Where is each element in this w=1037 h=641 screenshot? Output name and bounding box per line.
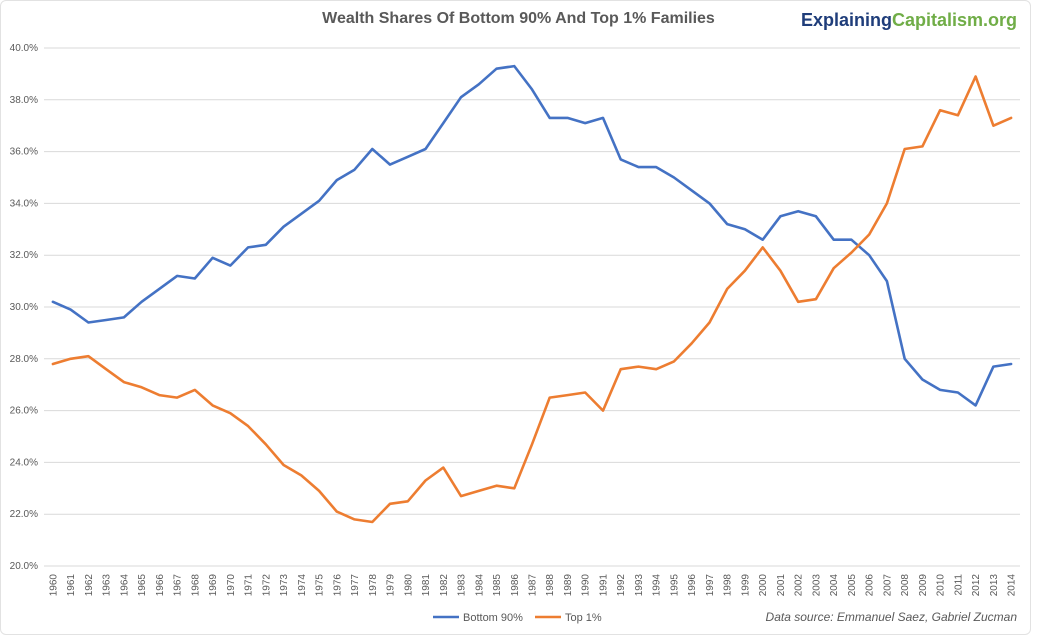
series-line-top-1 xyxy=(51,75,1013,524)
x-tick-label: 1977 xyxy=(350,574,361,597)
x-tick-label: 1999 xyxy=(740,574,751,597)
x-tick-label: 1980 xyxy=(403,574,414,597)
x-tick-label: 1984 xyxy=(474,574,485,597)
x-tick-label: 1986 xyxy=(510,574,521,597)
x-tick-label: 1976 xyxy=(332,574,343,597)
x-tick-label: 1990 xyxy=(581,574,592,597)
x-tick-label: 1988 xyxy=(545,574,556,597)
x-tick-label: 1973 xyxy=(279,574,290,597)
x-tick-label: 2008 xyxy=(900,574,911,597)
x-tick-label: 1985 xyxy=(492,574,503,597)
x-tick-label: 2014 xyxy=(1007,574,1018,597)
brand-logo[interactable]: ExplainingCapitalism.org xyxy=(801,10,1017,31)
x-tick-label: 1960 xyxy=(48,574,59,597)
x-tick-label: 1979 xyxy=(386,574,397,597)
x-tick-label: 2002 xyxy=(794,574,805,597)
x-tick-label: 1968 xyxy=(190,574,201,597)
x-tick-label: 1972 xyxy=(261,574,272,597)
y-tick-label: 36.0% xyxy=(10,147,38,158)
x-tick-label: 2001 xyxy=(776,574,787,597)
x-tick-label: 1965 xyxy=(137,574,148,597)
y-tick-label: 38.0% xyxy=(10,95,38,106)
x-tick-label: 1971 xyxy=(244,574,255,597)
gridlines xyxy=(44,47,1020,567)
legend-label: Top 1% xyxy=(565,612,602,624)
y-tick-label: 20.0% xyxy=(10,561,38,572)
legend-label: Bottom 90% xyxy=(463,612,523,624)
x-tick-label: 2006 xyxy=(865,574,876,597)
x-tick-label: 1991 xyxy=(598,574,609,597)
y-axis-ticks: 20.0% 22.0% 24.0% 26.0% 28.0% 30.0% 32.0% 34.0%… xyxy=(10,43,38,572)
x-tick-label: 1974 xyxy=(297,574,308,597)
y-tick-label: 32.0% xyxy=(10,250,38,261)
x-tick-label: 1993 xyxy=(634,574,645,597)
series-line-bottom-90 xyxy=(51,64,1013,407)
x-tick-label: 1967 xyxy=(173,574,184,597)
x-tick-label: 2012 xyxy=(971,574,982,597)
x-tick-label: 1997 xyxy=(705,574,716,597)
x-tick-label: 2013 xyxy=(989,574,1000,597)
x-tick-label: 1978 xyxy=(368,574,379,597)
x-tick-label: 1995 xyxy=(669,574,680,597)
x-tick-label: 2007 xyxy=(882,574,893,597)
x-tick-label: 1998 xyxy=(723,574,734,597)
y-tick-label: 40.0% xyxy=(10,43,38,54)
x-tick-label: 2010 xyxy=(936,574,947,597)
x-tick-label: 1989 xyxy=(563,574,574,597)
y-tick-label: 24.0% xyxy=(10,457,38,468)
data-source-note: Data source: Emmanuel Saez, Gabriel Zucm… xyxy=(765,610,1017,624)
x-tick-label: 2009 xyxy=(918,574,929,597)
y-tick-label: 28.0% xyxy=(10,354,38,365)
x-tick-label: 1963 xyxy=(102,574,113,597)
y-tick-label: 22.0% xyxy=(10,509,38,520)
x-tick-label: 1996 xyxy=(687,574,698,597)
x-tick-label: 2003 xyxy=(811,574,822,597)
x-tick-label: 1994 xyxy=(652,574,663,597)
x-tick-label: 1983 xyxy=(457,574,468,597)
brand-part-2: Capitalism.org xyxy=(891,10,1017,30)
x-tick-label: 2000 xyxy=(758,574,769,597)
y-tick-label: 26.0% xyxy=(10,406,38,417)
x-tick-label: 1981 xyxy=(421,574,432,597)
legend: Bottom 90% Top 1% xyxy=(433,612,602,624)
x-tick-label: 1992 xyxy=(616,574,627,597)
chart-title: Wealth Shares Of Bottom 90% And Top 1% F… xyxy=(322,10,715,27)
series-lines xyxy=(51,64,1013,524)
x-tick-label: 2011 xyxy=(953,574,964,596)
x-tick-label: 1987 xyxy=(528,574,539,597)
x-tick-label: 1966 xyxy=(155,574,166,597)
x-tick-label: 1969 xyxy=(208,574,219,597)
x-tick-label: 1970 xyxy=(226,574,237,597)
x-tick-label: 1962 xyxy=(84,574,95,597)
x-axis-ticks: 1960 1961 1962 1963 1964 1965 1966 1967 1968 1969… xyxy=(48,574,1017,597)
x-tick-label: 2005 xyxy=(847,574,858,597)
y-tick-label: 30.0% xyxy=(10,302,38,313)
x-tick-label: 1982 xyxy=(439,574,450,597)
y-tick-label: 34.0% xyxy=(10,198,38,209)
x-tick-label: 1964 xyxy=(119,574,130,597)
x-tick-label: 1961 xyxy=(66,574,77,597)
x-tick-label: 1975 xyxy=(315,574,326,597)
brand-part-1: Explaining xyxy=(800,10,892,30)
x-tick-label: 2004 xyxy=(829,574,840,597)
